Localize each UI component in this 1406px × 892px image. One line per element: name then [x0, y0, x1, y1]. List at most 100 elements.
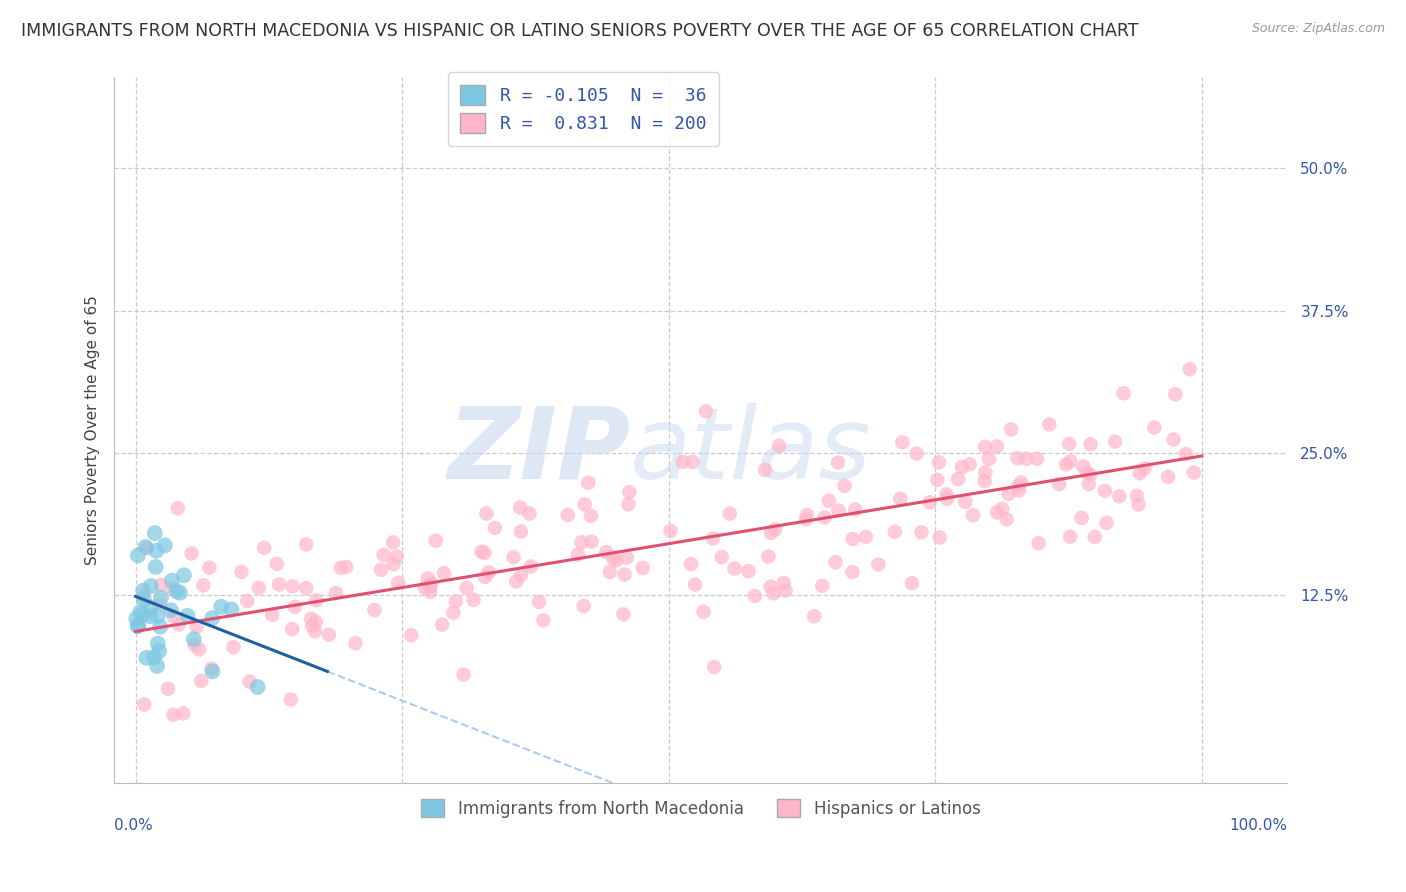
Point [1128, 498, 1150, 512]
Text: Source: ZipAtlas.com: Source: ZipAtlas.com [1251, 22, 1385, 36]
Point [305, 593, 328, 607]
Point [613, 567, 636, 582]
Point [901, 576, 924, 591]
Point [247, 581, 270, 595]
Point [986, 505, 1008, 519]
Point [1126, 489, 1149, 503]
Point [387, 575, 409, 590]
Point [430, 617, 453, 632]
Point [433, 566, 456, 580]
Point [1104, 434, 1126, 449]
Point [1000, 422, 1022, 436]
Point [1164, 387, 1187, 401]
Point [193, 578, 215, 592]
Point [1007, 478, 1029, 492]
Point [1008, 483, 1031, 498]
Point [149, 598, 172, 612]
Point [1028, 536, 1050, 550]
Point [139, 609, 162, 624]
Point [373, 548, 395, 562]
Point [209, 599, 232, 614]
Point [995, 512, 1018, 526]
Point [153, 538, 176, 552]
Point [382, 535, 405, 549]
Point [1094, 483, 1116, 498]
Point [441, 606, 464, 620]
Point [569, 535, 592, 549]
Point [695, 404, 717, 418]
Point [576, 475, 599, 490]
Point [1143, 420, 1166, 434]
Point [399, 628, 422, 642]
Point [927, 473, 949, 487]
Point [616, 550, 638, 565]
Point [991, 501, 1014, 516]
Point [811, 579, 834, 593]
Point [1178, 362, 1201, 376]
Point [419, 579, 441, 593]
Point [868, 558, 890, 572]
Text: ZIP: ZIP [447, 403, 630, 500]
Point [363, 603, 385, 617]
Point [201, 665, 224, 679]
Point [145, 544, 167, 558]
Point [672, 455, 695, 469]
Point [127, 549, 149, 563]
Point [222, 640, 245, 655]
Point [305, 615, 328, 629]
Point [803, 609, 825, 624]
Point [127, 618, 149, 632]
Point [267, 577, 290, 591]
Point [737, 564, 759, 578]
Point [682, 455, 704, 469]
Point [1059, 530, 1081, 544]
Point [221, 602, 243, 616]
Point [1157, 469, 1180, 483]
Point [1182, 466, 1205, 480]
Point [231, 565, 253, 579]
Point [1070, 511, 1092, 525]
Point [796, 508, 818, 522]
Point [413, 581, 436, 595]
Point [478, 566, 501, 580]
Point [132, 583, 155, 598]
Point [950, 460, 973, 475]
Point [1007, 451, 1029, 466]
Point [1025, 451, 1047, 466]
Point [262, 607, 284, 622]
Point [889, 491, 911, 506]
Point [183, 632, 205, 647]
Point [703, 660, 725, 674]
Point [132, 590, 155, 604]
Point [928, 530, 950, 544]
Point [425, 533, 447, 548]
Point [295, 537, 318, 551]
Point [683, 577, 706, 591]
Point [519, 507, 541, 521]
Point [180, 546, 202, 560]
Point [602, 551, 624, 566]
Point [794, 512, 817, 526]
Point [510, 568, 533, 582]
Text: IMMIGRANTS FROM NORTH MACEDONIA VS HISPANIC OR LATINO SENIORS POVERTY OVER THE A: IMMIGRANTS FROM NORTH MACEDONIA VS HISPA… [21, 22, 1139, 40]
Point [146, 637, 169, 651]
Point [946, 472, 969, 486]
Point [484, 521, 506, 535]
Point [129, 605, 152, 619]
Point [827, 456, 849, 470]
Point [470, 544, 492, 558]
Point [453, 667, 475, 681]
Point [936, 491, 959, 506]
Point [382, 557, 405, 571]
Point [301, 619, 323, 633]
Point [280, 692, 302, 706]
Point [681, 557, 703, 571]
Point [1112, 386, 1135, 401]
Point [918, 495, 941, 509]
Point [692, 605, 714, 619]
Point [744, 589, 766, 603]
Point [150, 578, 173, 592]
Point [841, 532, 863, 546]
Point [574, 498, 596, 512]
Point [763, 522, 786, 536]
